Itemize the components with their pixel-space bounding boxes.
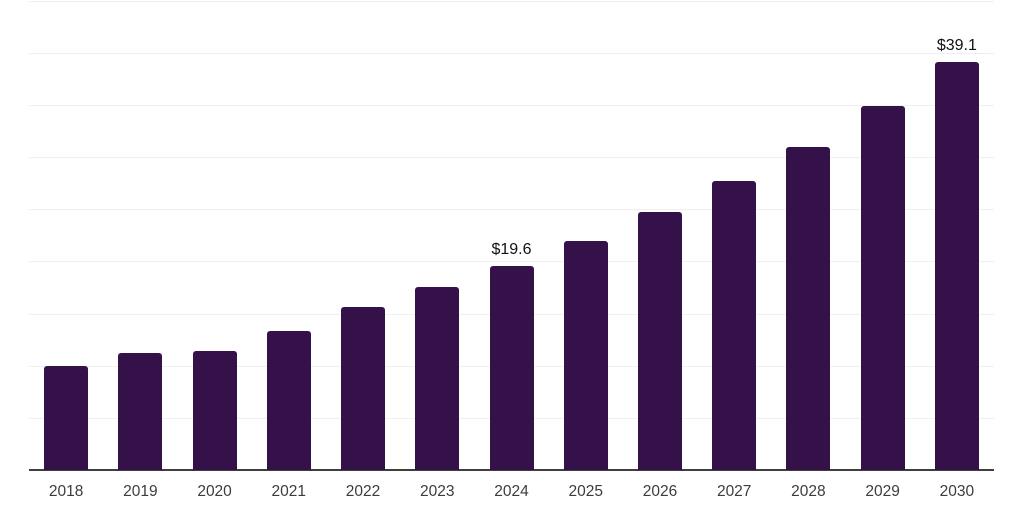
x-axis-label-2026: 2026 [642,483,678,500]
gridline [29,52,994,54]
bar-2021 [266,331,311,470]
x-axis-label-2029: 2029 [865,483,900,500]
bar-2030 [934,62,979,470]
bar-2026 [637,212,682,470]
bar-2024 [489,265,534,470]
x-axis-label-2025: 2025 [568,483,603,500]
bar-2018 [44,365,89,470]
x-axis-label-2020: 2020 [197,483,232,500]
x-axis-label-2018: 2018 [48,483,84,500]
gridline [29,104,994,106]
plot-area: $19.6 $39.1 [29,0,994,471]
x-axis-label-2023: 2023 [420,483,455,500]
value-label-2024: $19.6 [491,240,532,258]
x-axis-label-2027: 2027 [716,483,752,500]
x-axis-label-2022: 2022 [345,483,381,500]
x-axis-label-2019: 2019 [123,483,158,500]
gridline [29,157,994,159]
x-axis-label-2024: 2024 [494,483,529,500]
x-axis-label-2021: 2021 [271,483,307,500]
bar-2020 [192,351,237,470]
x-axis-label-2028: 2028 [791,483,826,500]
bar-2023 [415,287,460,470]
bar-2019 [118,353,163,470]
bar-2029 [860,106,905,470]
gridline [29,261,994,263]
bar-2022 [341,307,386,470]
bar-2027 [712,181,757,470]
gridline [29,209,994,211]
bar-2028 [786,146,831,470]
gridline [29,0,994,2]
bar-2025 [563,240,608,470]
x-axis-line [29,469,994,471]
value-label-2030: $39.1 [936,37,977,55]
x-axis-label-2030: 2030 [939,483,975,500]
